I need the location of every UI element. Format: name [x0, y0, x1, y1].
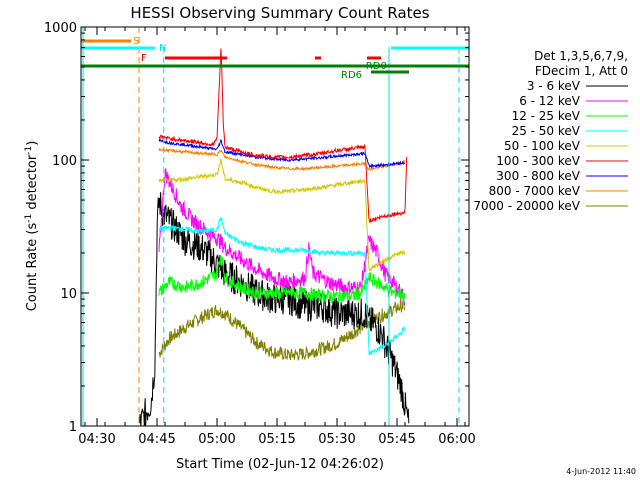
- x-tick-label: 06:00: [438, 432, 475, 447]
- x-tick-label: 05:45: [378, 432, 415, 447]
- legend-label-8: 800 - 7000 keV: [489, 184, 581, 198]
- legend-label-7: 300 - 800 keV: [496, 169, 580, 183]
- generated-timestamp: 4-Jun-2012 11:40: [566, 467, 636, 476]
- y-tick-label: 10: [60, 287, 77, 302]
- y-tick-label: 1000: [44, 21, 77, 36]
- legend: Det 1,3,5,6,7,9, FDecim 1, Att 0 3 - 6 k…: [473, 49, 628, 213]
- flag-label-rd6: RD6: [341, 70, 362, 81]
- series-line-6: [158, 48, 408, 224]
- y-tick-label: 1: [69, 420, 77, 435]
- y-axis-label: Count Rate (s-1 detector-1): [24, 141, 40, 312]
- legend-header-2: FDecim 1, Att 0: [535, 64, 628, 78]
- legend-label-6: 100 - 300 keV: [496, 154, 580, 168]
- y-axis: 1 10 100 1000: [44, 21, 469, 435]
- x-tick-label: 05:15: [258, 432, 295, 447]
- flag-label-rd0: RD0: [366, 61, 387, 72]
- series-line-8: [158, 147, 406, 172]
- x-tick-label: 05:00: [198, 432, 235, 447]
- series-line-2: [158, 168, 406, 306]
- series-line-4: [158, 216, 406, 356]
- series-line-3: [158, 255, 406, 305]
- legend-label-3: 12 - 25 keV: [512, 109, 581, 123]
- flag-label-f: F: [141, 53, 147, 64]
- x-tick-label: 04:45: [138, 432, 175, 447]
- series-line-1: [138, 192, 410, 427]
- flag-bars: S N F RD0 RD6: [81, 36, 469, 81]
- legend-label-2: 6 - 12 keV: [519, 94, 581, 108]
- legend-label-4: 25 - 50 keV: [512, 124, 581, 138]
- x-tick-label: 05:30: [318, 432, 355, 447]
- chart-title: HESSI Observing Summary Count Rates: [130, 4, 429, 22]
- x-tick-label: 04:30: [78, 432, 115, 447]
- y-tick-label: 100: [52, 154, 77, 169]
- plot-frame: [80, 26, 470, 427]
- legend-header-1: Det 1,3,5,6,7,9,: [534, 49, 628, 63]
- flag-label-s: S: [133, 36, 139, 47]
- x-axis: 04:30 04:45 05:00 05:15 05:30 05:45 06:00: [78, 27, 476, 447]
- legend-label-1: 3 - 6 keV: [527, 79, 581, 93]
- legend-label-5: 50 - 100 keV: [504, 139, 581, 153]
- series-layer: [138, 48, 410, 427]
- flag-label-n: N: [159, 43, 166, 54]
- series-line-5: [158, 158, 406, 272]
- vertical-markers: [82, 27, 460, 426]
- x-axis-label: Start Time (02-Jun-12 04:26:02): [176, 457, 384, 472]
- series-line-7: [158, 138, 405, 169]
- legend-label-9: 7000 - 20000 keV: [473, 199, 580, 213]
